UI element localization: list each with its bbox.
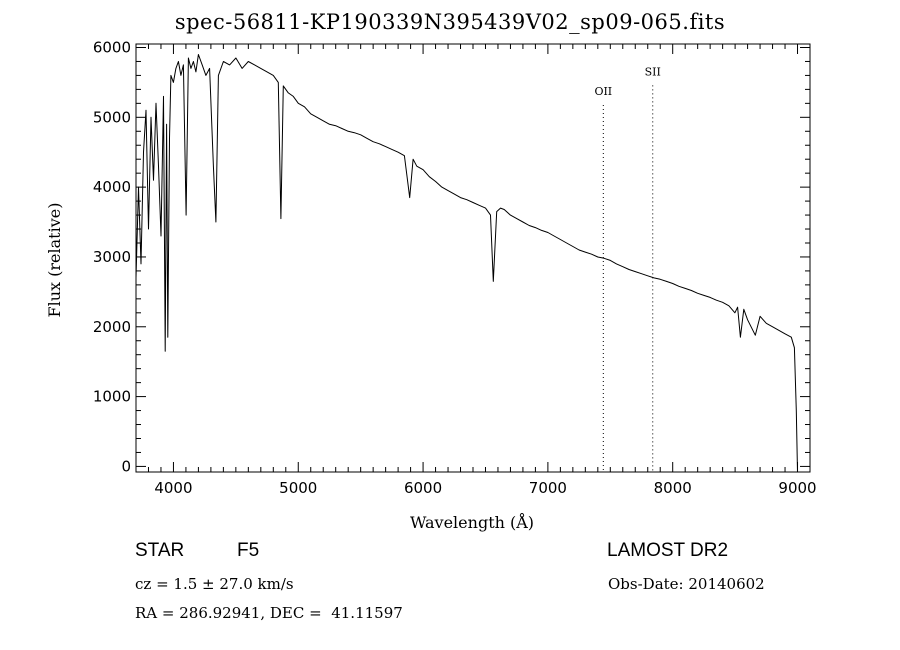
y-tick-label: 3000 — [93, 248, 131, 266]
annotation-label: OII — [594, 85, 612, 98]
coordinates-ra-dec: RA = 286.92941, DEC = 41.11597 — [135, 604, 403, 622]
observation-date: Obs-Date: 20140602 — [608, 575, 765, 593]
plot-border — [135, 43, 811, 473]
object-class: STAR — [135, 540, 185, 561]
x-tick-label: 8000 — [654, 479, 692, 497]
y-axis-label: Flux (relative) — [45, 203, 64, 318]
x-tick-label: 7000 — [529, 479, 567, 497]
survey-name: LAMOST DR2 — [607, 540, 729, 561]
y-tick-label: 4000 — [93, 178, 131, 196]
y-tick-label: 1000 — [93, 388, 131, 406]
y-tick-label: 0 — [121, 457, 131, 475]
spectrum-series — [135, 54, 798, 473]
y-tick-label: 5000 — [93, 108, 131, 126]
annotation-label: SII — [645, 65, 661, 78]
x-axis-label: Wavelength (Å) — [410, 512, 534, 532]
object-subclass: F5 — [237, 540, 260, 561]
y-tick-label: 6000 — [93, 38, 131, 56]
y-axis: 0 1000 2000 3000 4000 5000 6000 — [93, 38, 810, 475]
line-annotations: OII SII — [594, 65, 661, 472]
x-tick-label: 9000 — [778, 479, 816, 497]
chart-title: spec-56811-KP190339N395439V02_sp09-065.f… — [174, 10, 726, 34]
y-tick-label: 2000 — [93, 318, 131, 336]
x-tick-label: 5000 — [279, 479, 317, 497]
x-axis: 4000 5000 6000 7000 8000 9000 — [135, 44, 817, 497]
x-tick-label: 6000 — [404, 479, 442, 497]
redshift-cz: cz = 1.5 ± 27.0 km/s — [135, 575, 294, 593]
x-tick-label: 4000 — [154, 479, 192, 497]
spectrum-line — [135, 54, 798, 473]
plot-frame — [135, 43, 811, 473]
